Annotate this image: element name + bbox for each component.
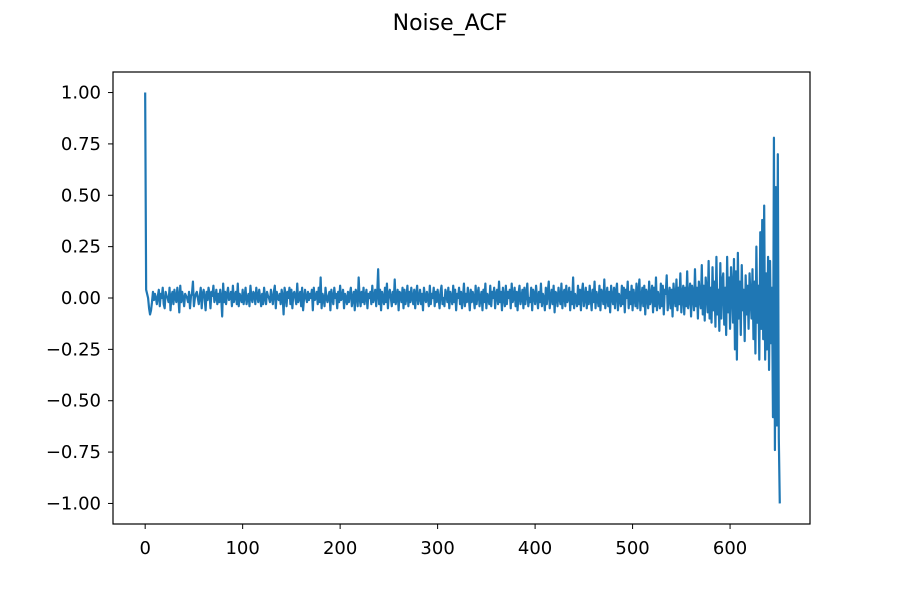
x-tick-label: 600 bbox=[713, 538, 747, 559]
y-tick-label: −0.75 bbox=[46, 442, 101, 463]
x-axis: 0 100 200 300 400 500 600 bbox=[139, 524, 747, 559]
y-tick-label: 0.25 bbox=[61, 237, 101, 258]
y-tick-label: −1.00 bbox=[46, 493, 101, 514]
x-tick-label: 400 bbox=[518, 538, 552, 559]
acf-series-line bbox=[144, 92, 781, 504]
x-tick-label: 0 bbox=[139, 538, 150, 559]
y-tick-label: −0.50 bbox=[46, 391, 101, 412]
y-tick-label: 0.50 bbox=[61, 185, 101, 206]
y-axis: 1.00 0.75 0.50 0.25 0.00 −0.25 −0.50 −0.75 −1.00 bbox=[46, 83, 113, 514]
x-tick-label: 200 bbox=[323, 538, 357, 559]
plot-frame bbox=[112, 71, 811, 525]
y-tick-label: 1.00 bbox=[61, 83, 101, 104]
chart-title: Noise_ACF bbox=[393, 11, 508, 36]
y-tick-label: 0.75 bbox=[61, 134, 101, 155]
x-tick-label: 300 bbox=[420, 538, 454, 559]
y-tick-label: −0.25 bbox=[46, 339, 101, 360]
x-tick-label: 100 bbox=[225, 538, 259, 559]
series-layer bbox=[144, 92, 781, 504]
x-tick-label: 500 bbox=[615, 538, 649, 559]
y-tick-label: 0.00 bbox=[61, 288, 101, 309]
